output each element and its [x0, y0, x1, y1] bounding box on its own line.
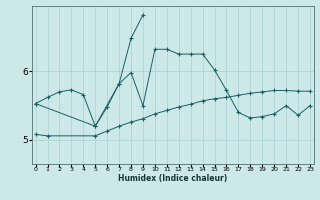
X-axis label: Humidex (Indice chaleur): Humidex (Indice chaleur)	[118, 174, 228, 183]
